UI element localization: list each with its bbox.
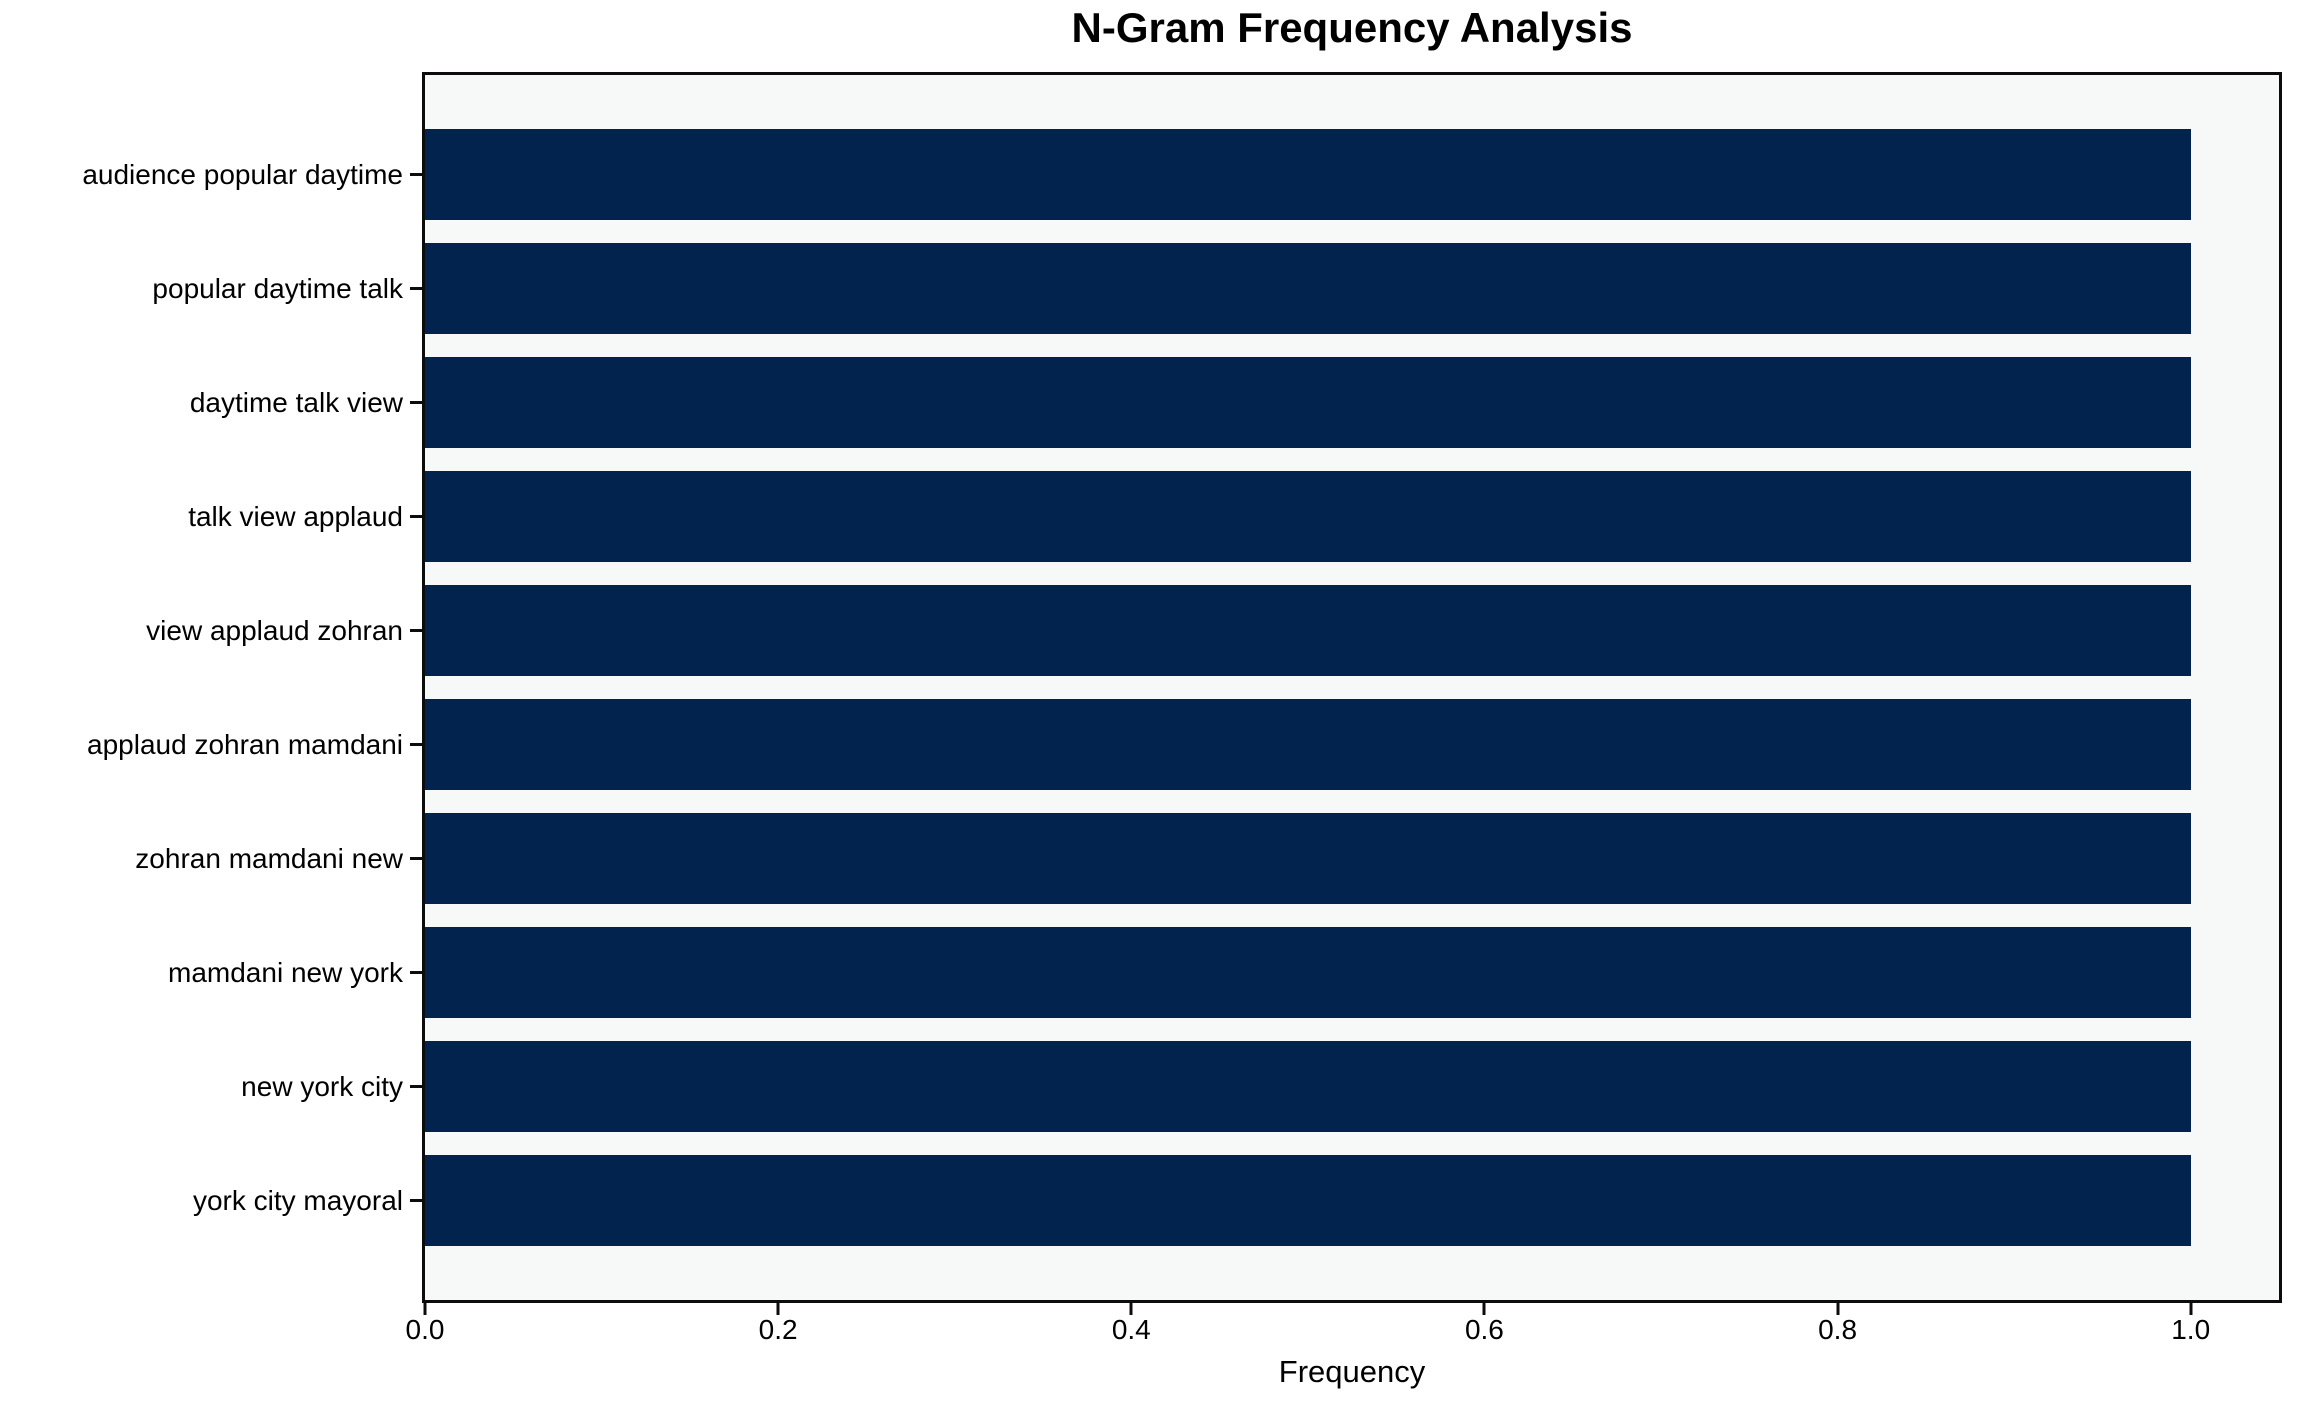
x-tick-mark [1482,1303,1486,1315]
bar [425,699,2191,790]
y-tick-label: popular daytime talk [152,272,403,304]
plot-area: Frequency audience popular daytime popula… [82,72,2282,1387]
y-tick-label: applaud zohran mamdani [87,728,403,760]
x-tick-mark [1836,1303,1840,1315]
y-tick-mark [410,287,422,290]
x-tick-label: 0.4 [1111,1314,1151,1345]
y-tick-mark [410,173,422,176]
y-tick-mark [410,971,422,974]
x-tick-mark [1129,1303,1133,1315]
bar [425,129,2191,220]
y-tick-mark [410,1199,422,1202]
y-tick-label: new york city [241,1070,403,1102]
x-tick-label: 0.2 [758,1314,798,1345]
y-tick-label: zohran mamdani new [135,842,403,874]
y-tick-mark [410,515,422,518]
bar [425,471,2191,562]
bar [425,243,2191,334]
y-tick-mark [410,401,422,404]
x-tick-label: 1.0 [2171,1314,2211,1345]
y-tick-mark [410,857,422,860]
x-axis-label: Frequency [1278,1354,1426,1389]
y-tick-label: mamdani new york [168,956,403,988]
chart-title: N-Gram Frequency Analysis [1071,4,1633,51]
x-tick-mark [2189,1303,2193,1315]
bar [425,927,2191,1018]
y-tick-mark [410,1085,422,1088]
x-tick-label: 0.0 [405,1314,445,1345]
bar [425,585,2191,676]
y-tick-label: york city mayoral [192,1184,403,1216]
x-tick-label: 0.8 [1818,1314,1858,1345]
x-tick-mark [423,1303,427,1315]
bar [425,357,2191,448]
y-tick-mark [410,629,422,632]
x-tick-mark [776,1303,780,1315]
y-tick-label: view applaud zohran [146,614,403,646]
bar [425,813,2191,904]
y-tick-label: talk view applaud [188,500,403,532]
y-tick-mark [410,743,422,746]
y-tick-label: daytime talk view [189,386,403,418]
y-tick-label: audience popular daytime [82,158,403,190]
x-tick-label: 0.6 [1464,1314,1504,1345]
bar [425,1041,2191,1132]
bar [425,1155,2191,1246]
